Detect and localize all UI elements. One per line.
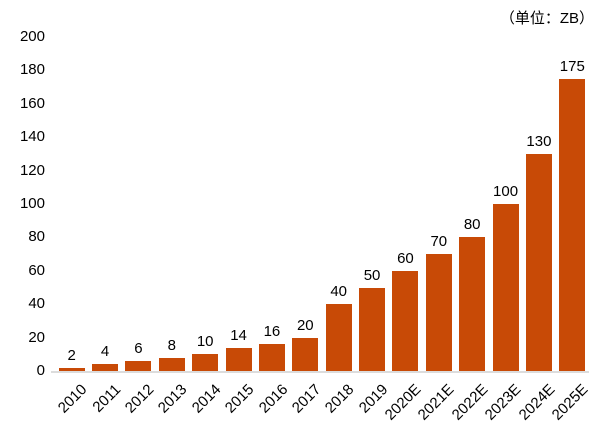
bar-value-label: 130 [526,132,552,150]
bar-value-label: 40 [330,283,348,301]
x-tick-label: 2012 [121,381,158,417]
x-tick-label: 2025E [548,381,592,424]
y-tick-label: 200 [19,28,45,45]
bar [158,357,185,371]
bar [58,367,85,371]
bar [125,360,152,371]
y-tick-label: 0 [36,362,45,379]
x-axis-baseline [51,371,589,373]
x-tick-label: 2013 [155,381,191,417]
bar [525,153,552,371]
bar [92,364,119,371]
y-tick-label: 120 [19,161,45,179]
bar-value-label: 60 [397,249,414,267]
unit-label: （单位：ZB） [499,10,594,27]
x-tick-label: 2014 [188,381,225,417]
y-tick-label: 100 [19,195,45,212]
bar-value-label: 20 [296,316,314,334]
y-tick-label: 60 [28,261,45,279]
x-tick-label: 2021E [415,381,458,424]
x-tick-label: 2011 [89,381,125,416]
x-tick-label: 2016 [255,381,291,417]
bar-value-label: 8 [167,336,176,354]
bar [225,347,252,371]
x-tick-label: 2023E [481,381,525,424]
bar-value-label: 14 [230,326,247,344]
bar-value-label: 50 [363,266,381,284]
bar [258,344,285,371]
x-tick-label: 2020E [381,381,425,424]
bar [425,254,452,371]
bar-value-label: 10 [196,333,214,351]
x-tick-label: 2022E [448,381,492,424]
y-tick-label: 180 [19,61,45,79]
bar [559,78,586,371]
y-tick-label: 20 [28,328,45,346]
plot-area: 2 4 6 8 10 14 16 20 40 50 60 70 80 100 130 175 [55,37,589,371]
bar-value-label: 16 [263,323,281,341]
y-tick-label: 80 [28,228,45,246]
y-tick-label: 160 [19,94,45,112]
x-tick-label: 2015 [221,381,258,417]
y-tick-label: 40 [28,295,45,313]
x-tick-label: 2017 [288,381,325,417]
x-tick-label: 2018 [322,381,358,417]
bar-value-label: 100 [493,183,519,200]
bar-value-label: 6 [134,339,143,357]
bar [459,237,486,371]
bar [292,337,319,371]
bar [392,270,419,371]
bar [192,354,219,371]
bar-value-label: 2 [67,346,76,364]
bar [359,287,386,371]
bar-value-label: 80 [463,216,481,234]
x-axis: 2010 2011 2012 2013 2014 2015 2016 2017 2018 2019… [55,375,592,437]
x-tick-label: 2024E [515,381,558,424]
bar-value-label: 70 [430,233,448,251]
bar [492,204,519,371]
x-tick-label: 2010 [55,381,91,417]
bar-value-label: 4 [100,343,110,361]
bar-value-label: 175 [559,57,585,75]
y-axis: 0 20 40 60 80 100 120 140 160 180 200 [0,0,45,440]
bar [325,304,352,371]
y-tick-label: 140 [19,128,45,146]
